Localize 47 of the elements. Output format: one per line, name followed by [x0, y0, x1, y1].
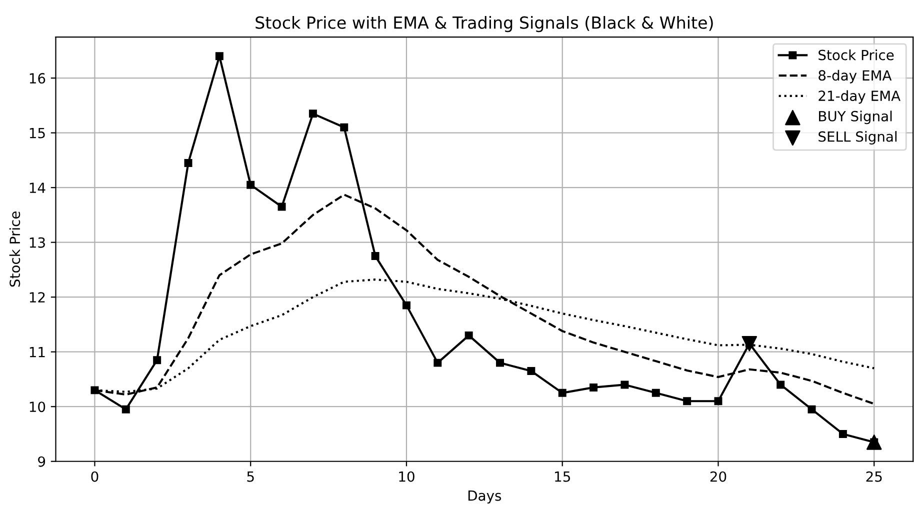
y-tick-label: 10: [30, 402, 46, 412]
point: [340, 123, 348, 132]
point: [371, 252, 380, 260]
y-tick-label: 12: [30, 292, 45, 302]
y-tick-label: 13: [30, 237, 45, 248]
y-tick-label: 14: [30, 182, 46, 193]
legend-label: 8-day EMA: [818, 70, 892, 84]
point: [683, 397, 692, 406]
point: [714, 397, 722, 406]
legend-label: Stock Price: [818, 50, 894, 60]
legend-label: 21-day EMA: [818, 90, 900, 104]
y-tick-label: 9: [38, 456, 46, 467]
x-tick-label: 5: [247, 472, 254, 482]
point: [215, 52, 224, 60]
point: [838, 430, 847, 438]
chart-title: Stock Price with EMA & Trading Signals (Black & White): [256, 16, 713, 32]
point: [278, 202, 286, 211]
x-tick-label: 25: [866, 471, 882, 482]
point: [464, 331, 473, 340]
point: [434, 358, 442, 367]
point: [866, 434, 882, 450]
x-tick-label: 15: [555, 472, 570, 482]
legend-label: SELL Signal: [818, 131, 897, 144]
x-tick-label: 10: [399, 471, 414, 482]
point: [776, 380, 785, 389]
point: [402, 301, 410, 310]
y-tick-label: 16: [30, 73, 46, 84]
point: [496, 358, 504, 367]
x-tick-label: 20: [710, 471, 726, 482]
point: [590, 383, 598, 392]
x-axis-title: Days: [468, 490, 502, 504]
point: [742, 336, 758, 352]
y-tick-label: 15: [30, 128, 45, 138]
point: [246, 180, 255, 189]
legend-label: BUY Signal: [819, 110, 892, 124]
y-axis-title: Stock Price: [9, 212, 20, 287]
point: [808, 405, 816, 414]
point: [122, 405, 130, 414]
point: [558, 388, 566, 397]
point: [527, 367, 536, 376]
point: [153, 356, 162, 364]
point: [308, 110, 317, 118]
point: [652, 388, 660, 397]
y-tick-label: 11: [30, 347, 45, 358]
point: [620, 380, 629, 389]
x-tick-label: 0: [91, 471, 98, 482]
point: [184, 158, 192, 167]
